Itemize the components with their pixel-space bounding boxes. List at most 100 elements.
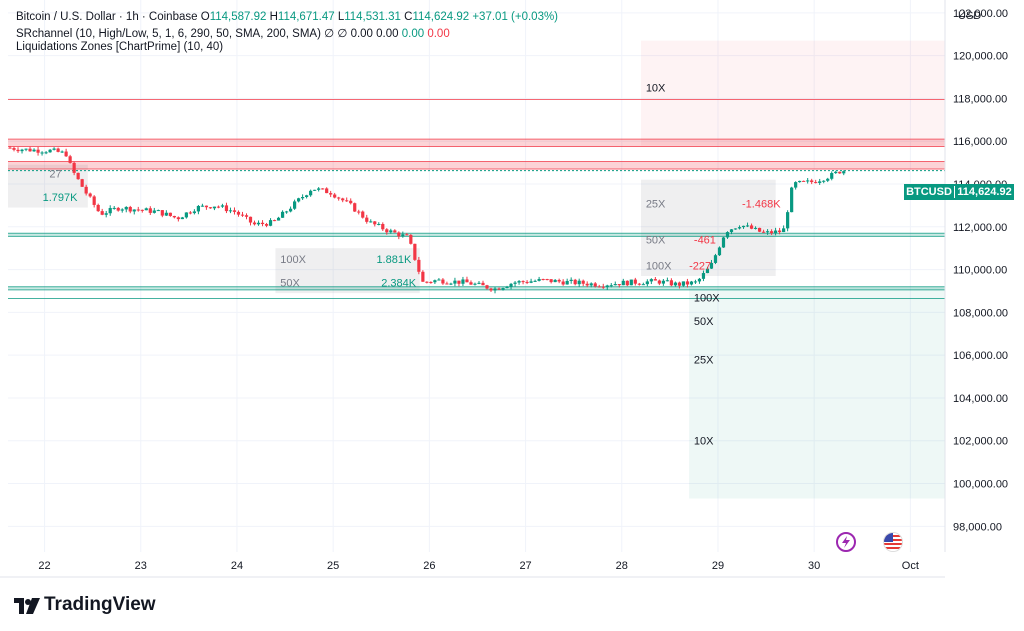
candle-body bbox=[232, 210, 237, 212]
candle-body bbox=[220, 205, 225, 207]
candle-body bbox=[689, 281, 694, 285]
y-tick-label: 116,000.00 bbox=[953, 136, 1007, 148]
candle-body bbox=[437, 279, 441, 281]
candle-body bbox=[280, 211, 285, 218]
candle-body bbox=[733, 228, 738, 230]
zone-annotation: 1.881K bbox=[376, 254, 412, 266]
candle-body bbox=[473, 283, 477, 285]
candle-body bbox=[597, 286, 601, 288]
candle-body bbox=[140, 209, 144, 211]
candle-body bbox=[469, 282, 473, 285]
zone-annotation: 27 bbox=[49, 168, 61, 180]
candle-body bbox=[449, 283, 453, 285]
candle-body bbox=[212, 206, 217, 209]
candle-body bbox=[172, 215, 176, 218]
candle-body bbox=[68, 156, 72, 163]
y-tick-label: 110,000.00 bbox=[953, 265, 1007, 277]
candle-body bbox=[637, 283, 641, 285]
zone-annotation: 50X bbox=[694, 316, 714, 328]
candle-body bbox=[349, 200, 353, 204]
candle-body bbox=[276, 217, 281, 221]
x-tick-label: 22 bbox=[38, 560, 50, 572]
candle-body bbox=[244, 215, 249, 217]
candle-body bbox=[481, 282, 485, 286]
candle-body bbox=[148, 208, 152, 213]
candle-body bbox=[8, 147, 12, 149]
x-tick-label: 28 bbox=[616, 560, 628, 572]
candle-body bbox=[477, 282, 481, 284]
indicator-srchannel[interactable]: SRchannel (10, High/Low, 5, 1, 6, 290, 5… bbox=[16, 26, 450, 40]
candle-body bbox=[569, 279, 573, 281]
candle-body bbox=[361, 211, 365, 218]
candle-body bbox=[681, 281, 686, 286]
zone-annotation: 50X bbox=[646, 235, 666, 247]
candle-body bbox=[834, 171, 838, 174]
y-tick-label: 102,000.00 bbox=[953, 436, 1008, 448]
close-label: C bbox=[404, 11, 413, 23]
currency-label[interactable]: USD bbox=[958, 10, 982, 22]
tradingview-brand: TradingView bbox=[44, 594, 156, 615]
candle-body bbox=[549, 279, 553, 283]
candle-body bbox=[621, 280, 625, 286]
candle-body bbox=[461, 279, 465, 284]
candle-body bbox=[268, 220, 273, 226]
candle-body bbox=[501, 288, 505, 290]
candle-body bbox=[216, 206, 221, 208]
candle-body bbox=[120, 209, 124, 211]
candle-body bbox=[806, 180, 810, 182]
candle-body bbox=[373, 221, 377, 225]
zone-annotation: 1.797K bbox=[43, 192, 79, 204]
candle-body bbox=[413, 243, 417, 260]
indicator-liquidation-zones[interactable]: Liquidations Zones [ChartPrime] (10, 40) bbox=[16, 41, 223, 53]
candle-body bbox=[617, 284, 621, 286]
candle-body bbox=[365, 217, 369, 222]
candle-body bbox=[589, 283, 593, 286]
candle-body bbox=[88, 193, 92, 197]
candle-body bbox=[96, 204, 100, 212]
tradingview-logo[interactable]: TradingView bbox=[14, 594, 156, 616]
low-label: L bbox=[337, 11, 345, 23]
candle-body bbox=[108, 208, 112, 214]
zone-annotation: 10X bbox=[646, 83, 666, 95]
candle-body bbox=[236, 211, 241, 215]
candle-body bbox=[208, 207, 213, 209]
y-tick-label: 104,000.00 bbox=[953, 393, 1008, 405]
candle-body bbox=[252, 222, 257, 225]
candle-body bbox=[485, 285, 489, 289]
candle-body bbox=[116, 207, 120, 211]
candle-body bbox=[601, 286, 605, 288]
candle-body bbox=[12, 148, 16, 150]
candle-body bbox=[585, 283, 589, 286]
us-flag-icon[interactable] bbox=[883, 532, 903, 552]
lightning-icon[interactable] bbox=[836, 532, 856, 552]
zone-annotation: 50X bbox=[280, 277, 300, 289]
zone-support bbox=[8, 286, 945, 290]
candle-body bbox=[369, 221, 373, 223]
candle-body bbox=[725, 232, 730, 238]
candle-body bbox=[761, 231, 766, 233]
change-value: +37.01 (+0.03%) bbox=[472, 11, 559, 23]
candle-body bbox=[573, 279, 577, 285]
indicator-srchannel-name: SRchannel (10, High/Low, 5, 1, 6, 290, 5… bbox=[16, 28, 321, 40]
candle-body bbox=[445, 283, 449, 285]
candle-body bbox=[794, 182, 798, 188]
y-tick-label: 98,000.00 bbox=[953, 521, 1002, 533]
candle-body bbox=[513, 282, 517, 284]
candle-body bbox=[409, 235, 413, 244]
candle-body bbox=[782, 228, 786, 233]
candle-body bbox=[497, 288, 501, 290]
candle-body bbox=[517, 281, 521, 283]
candle-body bbox=[810, 180, 814, 183]
x-tick-label: 26 bbox=[423, 560, 435, 572]
candle-body bbox=[313, 189, 317, 191]
candle-body bbox=[44, 152, 48, 154]
candle-body bbox=[521, 281, 525, 283]
candle-body bbox=[693, 281, 698, 283]
low-value: 114,531.31 bbox=[344, 11, 401, 23]
candle-body bbox=[421, 271, 425, 282]
tradingview-logo-icon bbox=[14, 598, 40, 614]
candle-body bbox=[357, 211, 361, 213]
candle-body bbox=[28, 148, 32, 152]
candle-body bbox=[393, 230, 397, 233]
